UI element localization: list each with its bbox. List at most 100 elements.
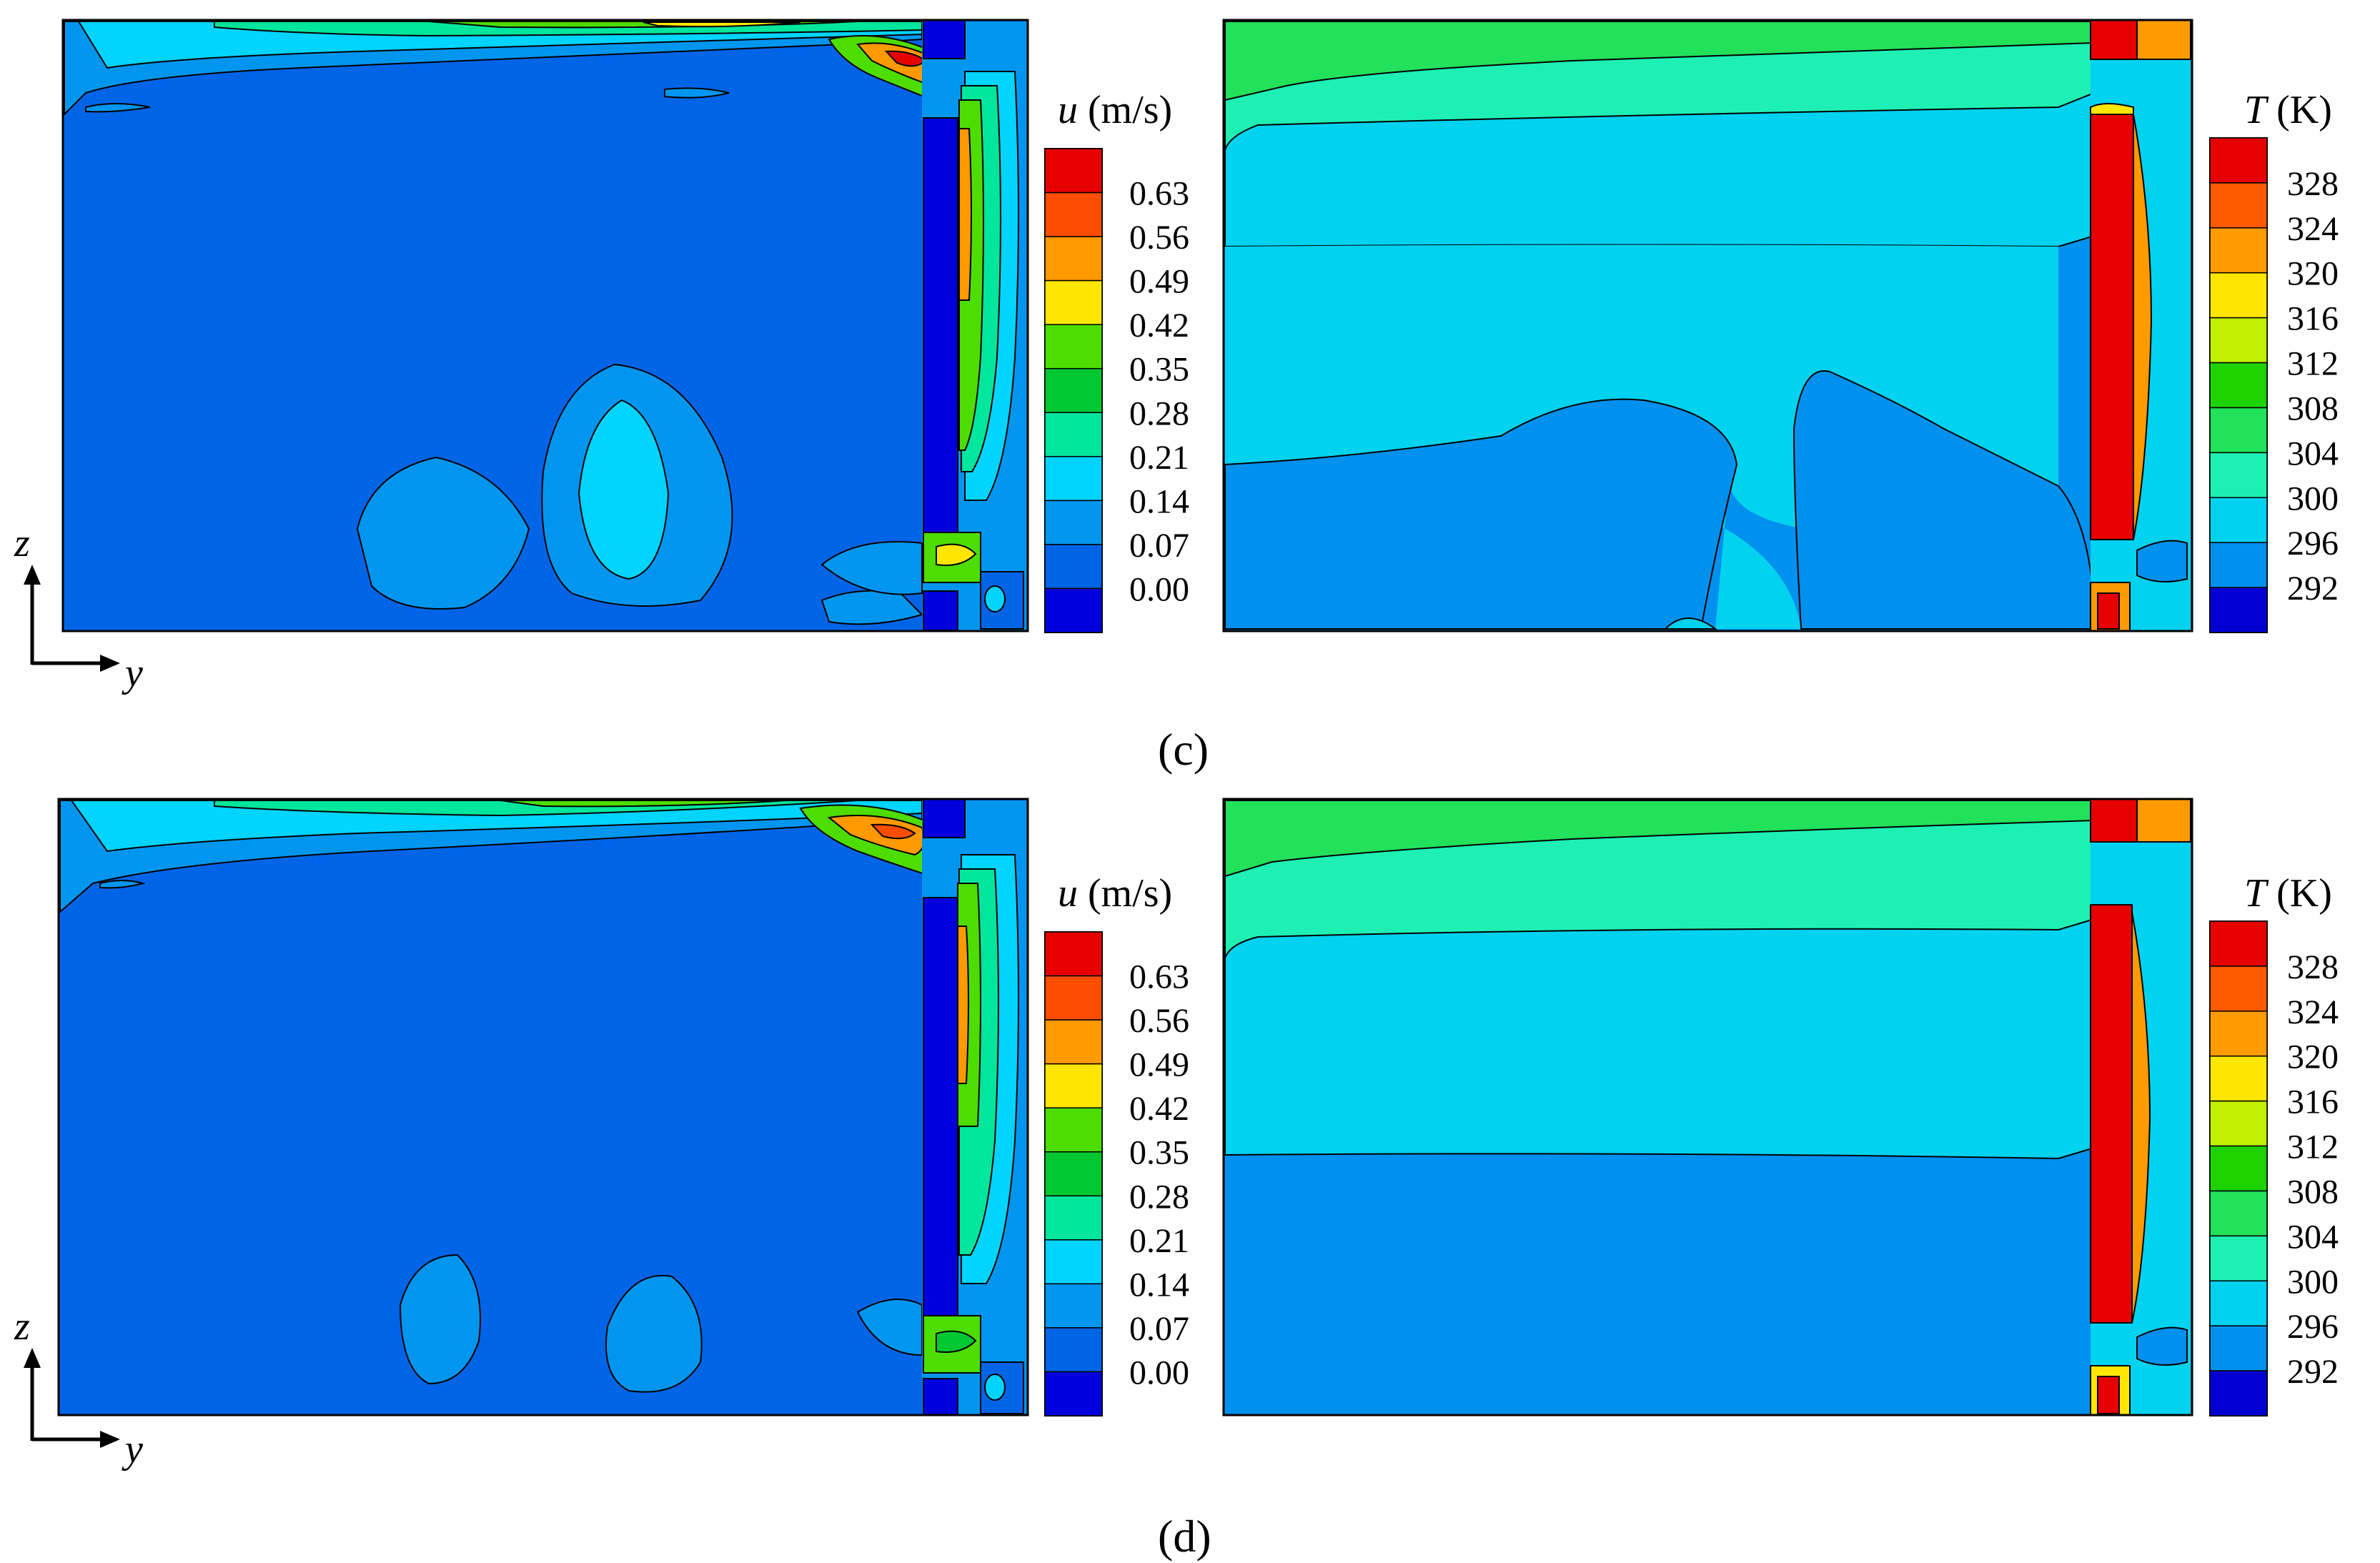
temperature-colorbar-tick: 328 (2287, 165, 2339, 203)
y-axis-label: y (122, 651, 143, 695)
temperature-colorbar-band (2209, 407, 2268, 454)
velocity-colorbar-tick: 0.28 (1129, 395, 1189, 432)
velocity-colorbar-tick: 0.14 (1129, 482, 1189, 520)
velocity-colorbar-tick: 0.49 (1129, 263, 1189, 301)
velocity-colorbar-band (1044, 931, 1103, 977)
temperature-colorbar-band (2209, 1145, 2268, 1192)
velocity-colorbar-tick: 0.21 (1129, 1222, 1189, 1260)
temperature-colorbar-band (2209, 1280, 2268, 1326)
temperature-colorbar-tick: 304 (2287, 1218, 2339, 1256)
temperature-colorbar-band (2209, 137, 2268, 184)
temperature-colorbar-band (2209, 542, 2268, 588)
velocity-colorbar-band (1044, 975, 1103, 1021)
velocity-colorbar-band (1044, 1019, 1103, 1065)
temperature-colorbar-band (2209, 272, 2268, 319)
temperature-colorbar-band (2209, 182, 2268, 229)
temperature-colorbar: T (K) 328 324 320 316 312 308 304 300 296 292 (2209, 88, 2339, 633)
z-axis-label: z (14, 521, 30, 565)
temperature-colorbar-band (2209, 1235, 2268, 1282)
velocity-colorbar-band (1044, 500, 1103, 545)
y-axis-label: y (122, 1427, 143, 1472)
velocity-contour-plot (61, 19, 1029, 632)
panel-d: u (m/s) 0.63 0.56 0.49 0.42 0.35 0.28 0.21 0.14… (0, 783, 2380, 1562)
velocity-colorbar-tick: 0.63 (1129, 175, 1189, 213)
panel-d-figure: u (m/s) 0.63 0.56 0.49 0.42 0.35 0.28 0.21 0.14… (14, 798, 2339, 1562)
temperature-colorbar-band (2209, 1190, 2268, 1237)
velocity-colorbar-band (1044, 1107, 1103, 1153)
velocity-colorbar-band (1044, 324, 1103, 369)
velocity-colorbar-tick: 0.00 (1129, 570, 1189, 608)
temperature-colorbar-tick: 312 (2287, 345, 2339, 383)
temperature-colorbar-tick: 296 (2287, 1308, 2339, 1346)
temperature-colorbar-band (2209, 497, 2268, 543)
velocity-colorbar-band (1044, 456, 1103, 502)
velocity-colorbar-band (1044, 412, 1103, 457)
temperature-colorbar-band (2209, 362, 2268, 409)
velocity-colorbar-band (1044, 1063, 1103, 1108)
temperature-colorbar-tick: 320 (2287, 255, 2339, 293)
temperature-colorbar-band (2209, 921, 2268, 967)
temperature-colorbar-tick: 316 (2287, 300, 2339, 338)
velocity-colorbar-band (1044, 236, 1103, 282)
temperature-colorbar-band (2209, 1100, 2268, 1147)
velocity-colorbar-tick: 0.00 (1129, 1354, 1189, 1391)
axes-indicator: z y (14, 521, 143, 695)
axes-indicator: z y (14, 1304, 143, 1472)
temperature-colorbar-tick: 308 (2287, 389, 2339, 427)
temperature-colorbar-title: T (K) (2244, 871, 2332, 916)
velocity-colorbar-band (1044, 1239, 1103, 1285)
velocity-contour-plot (57, 798, 1029, 1416)
panel-label: (c) (1158, 724, 1209, 775)
velocity-colorbar-band (1044, 1327, 1103, 1373)
velocity-colorbar-band (1044, 1371, 1103, 1416)
velocity-colorbar-tick: 0.07 (1129, 1310, 1189, 1348)
temperature-contour-plot (1222, 798, 2193, 1416)
panel-c-figure: u (m/s) 0.63 0.56 0.49 0.42 0.35 0.28 0.21 0.14… (14, 19, 2339, 775)
temperature-colorbar-title: T (K) (2244, 88, 2332, 132)
velocity-colorbar-tick: 0.35 (1129, 351, 1189, 389)
velocity-colorbar-tick: 0.42 (1129, 1090, 1189, 1128)
temperature-colorbar-band (2209, 587, 2268, 633)
temperature-colorbar-tick: 324 (2287, 210, 2339, 248)
temperature-colorbar-tick: 292 (2287, 570, 2339, 607)
temperature-colorbar-tick: 316 (2287, 1083, 2339, 1121)
temperature-colorbar-tick: 312 (2287, 1128, 2339, 1166)
temperature-colorbar-band (2209, 966, 2268, 1012)
velocity-colorbar-band (1044, 1283, 1103, 1329)
velocity-colorbar-tick: 0.28 (1129, 1178, 1189, 1216)
temperature-colorbar-band (2209, 1011, 2268, 1057)
temperature-colorbar-tick: 300 (2287, 480, 2339, 517)
velocity-colorbar-band (1044, 367, 1103, 414)
panel-c: u (m/s) 0.63 0.56 0.49 0.42 0.35 0.28 0.21 0.14… (0, 0, 2380, 779)
temperature-colorbar-tick: 296 (2287, 525, 2339, 562)
velocity-colorbar-tick: 0.35 (1129, 1134, 1189, 1172)
velocity-colorbar-tick: 0.63 (1129, 958, 1189, 996)
temperature-colorbar-tick: 304 (2287, 435, 2339, 472)
temperature-colorbar-tick: 320 (2287, 1038, 2339, 1076)
temperature-colorbar-band (2209, 317, 2268, 364)
velocity-colorbar-band (1044, 1151, 1103, 1197)
temperature-colorbar-tick: 300 (2287, 1263, 2339, 1301)
temperature-colorbar: T (K) 328 324 320 316 312 308 304 300 296 292 (2209, 871, 2339, 1416)
temperature-colorbar-band (2209, 1055, 2268, 1102)
velocity-colorbar: u (m/s) 0.63 0.56 0.49 0.42 0.35 0.28 0.21 0.14… (1044, 88, 1189, 633)
panel-label: (d) (1158, 1511, 1211, 1562)
temperature-colorbar-tick: 292 (2287, 1353, 2339, 1391)
velocity-colorbar: u (m/s) 0.63 0.56 0.49 0.42 0.35 0.28 0.21 0.14… (1044, 871, 1189, 1416)
temperature-colorbar-tick: 328 (2287, 948, 2339, 986)
velocity-colorbar-tick: 0.49 (1129, 1046, 1189, 1084)
velocity-colorbar-tick: 0.21 (1129, 439, 1189, 477)
velocity-colorbar-title: u (m/s) (1058, 871, 1172, 916)
velocity-colorbar-band (1044, 192, 1103, 237)
temperature-colorbar-band (2209, 227, 2268, 274)
temperature-colorbar-band (2209, 452, 2268, 499)
temperature-colorbar-band (2209, 1325, 2268, 1371)
velocity-colorbar-band (1044, 279, 1103, 325)
velocity-colorbar-band (1044, 1195, 1103, 1241)
velocity-colorbar-tick: 0.56 (1129, 1002, 1189, 1040)
velocity-colorbar-tick: 0.14 (1129, 1266, 1189, 1304)
z-axis-label: z (14, 1304, 30, 1349)
temperature-colorbar-tick: 324 (2287, 993, 2339, 1031)
velocity-colorbar-tick: 0.42 (1129, 307, 1189, 344)
velocity-colorbar-band (1044, 544, 1103, 590)
